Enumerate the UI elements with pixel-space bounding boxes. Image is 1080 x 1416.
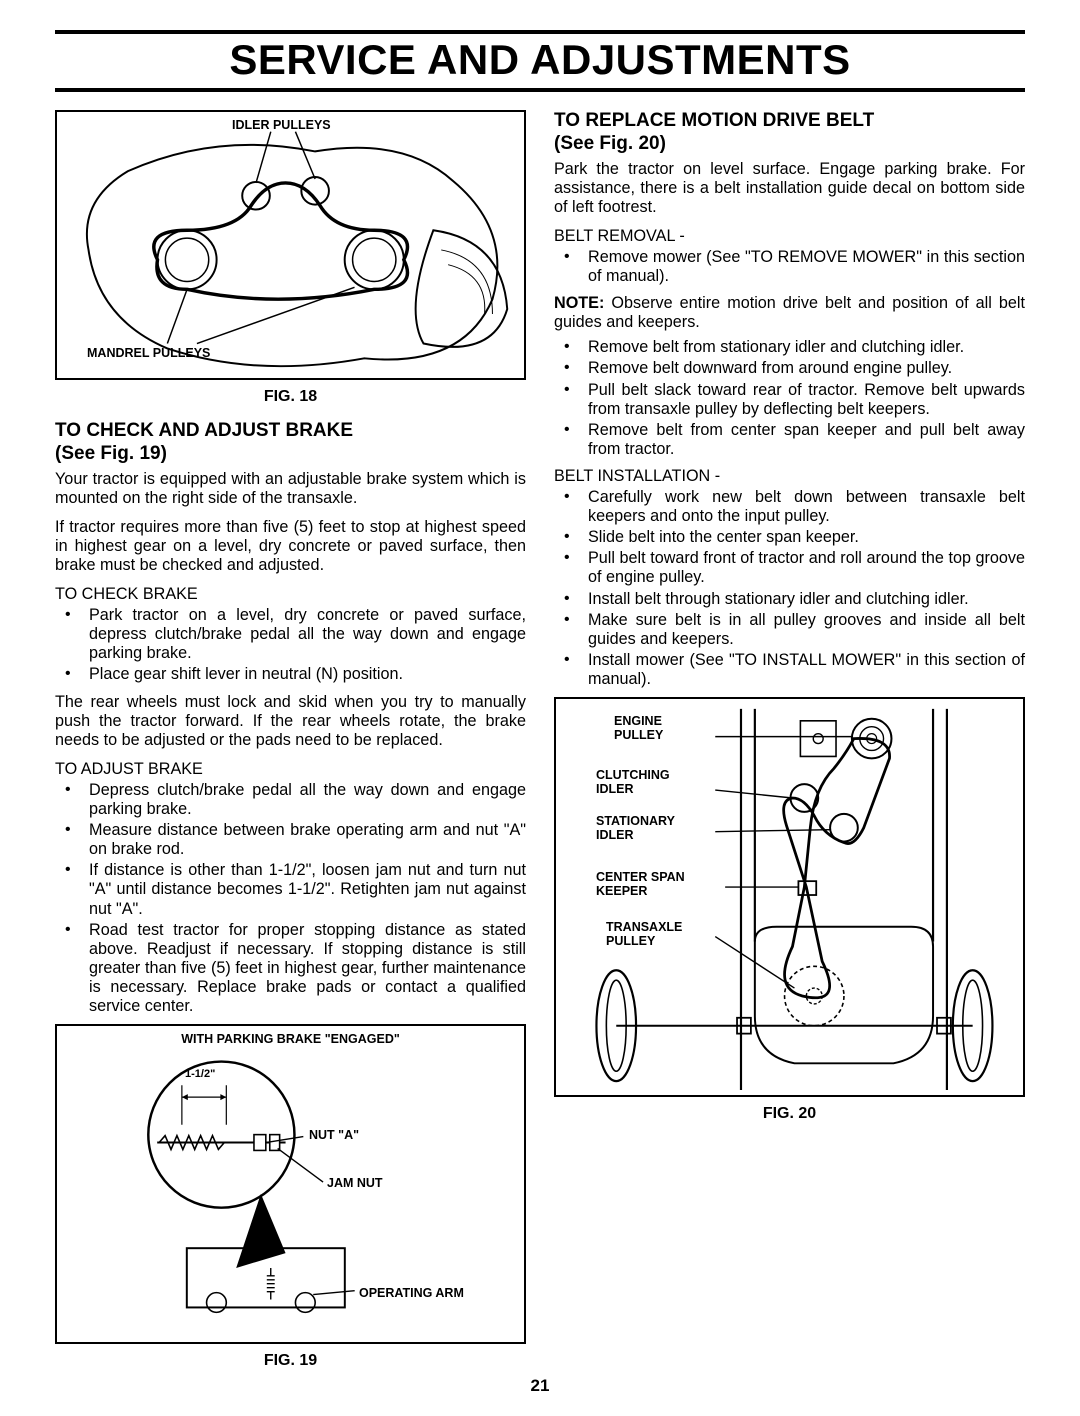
adjust-brake-list: Depress clutch/brake pedal all the way d… xyxy=(55,781,526,1016)
belt-removal-subhead: BELT REMOVAL - xyxy=(554,227,1025,246)
figure-19: WITH PARKING BRAKE "ENGAGED" 1-1/2" NUT … xyxy=(55,1024,526,1344)
brake-p3: The rear wheels must lock and skid when … xyxy=(55,693,526,750)
list-item: Carefully work new belt down between tra… xyxy=(554,488,1025,526)
figure-18: IDLER PULLEYS MANDREL PULLEYS xyxy=(55,110,526,380)
adjust-brake-subhead: TO ADJUST BRAKE xyxy=(55,760,526,779)
fig19-caption: FIG. 19 xyxy=(55,1352,526,1370)
belt-removal-list1: Remove mower (See "TO REMOVE MOWER" in t… xyxy=(554,248,1025,286)
belt-heading-line2: See Fig. 20) xyxy=(560,133,666,154)
page-title: SERVICE AND ADJUSTMENTS xyxy=(55,36,1025,88)
list-item: Road test tractor for proper stopping di… xyxy=(55,921,526,1017)
fig18-caption: FIG. 18 xyxy=(55,388,526,406)
brake-p1: Your tractor is equipped with an adjusta… xyxy=(55,470,526,508)
fig19-nut-a: NUT "A" xyxy=(309,1128,359,1142)
belt-install-list: Carefully work new belt down between tra… xyxy=(554,488,1025,689)
belt-heading-line1: TO REPLACE MOTION DRIVE BELT xyxy=(554,110,874,131)
fig18-idler-label: IDLER PULLEYS xyxy=(232,118,331,132)
check-brake-list: Park tractor on a level, dry concrete or… xyxy=(55,606,526,684)
fig18-svg xyxy=(57,112,524,378)
list-item: Remove belt from center span keeper and … xyxy=(554,421,1025,459)
note-label: NOTE: xyxy=(554,294,604,312)
page-number: 21 xyxy=(55,1376,1025,1396)
title-rule xyxy=(55,88,1025,92)
list-item: Remove belt from stationary idler and cl… xyxy=(554,338,1025,357)
fig20-center-span: CENTER SPAN KEEPER xyxy=(596,871,685,899)
fig20-stationary-idler: STATIONARY IDLER xyxy=(596,815,675,843)
fig19-header: WITH PARKING BRAKE "ENGAGED" xyxy=(57,1032,524,1046)
top-rule xyxy=(55,30,1025,34)
list-item: Pull belt slack toward rear of tractor. … xyxy=(554,381,1025,419)
belt-install-subhead: BELT INSTALLATION - xyxy=(554,467,1025,486)
list-item: If distance is other than 1-1/2", loosen… xyxy=(55,861,526,918)
fig19-dim: 1-1/2" xyxy=(185,1068,215,1080)
list-item: Measure distance between brake operating… xyxy=(55,821,526,859)
list-item: Place gear shift lever in neutral (N) po… xyxy=(55,665,526,684)
brake-p2: If tractor requires more than five (5) f… xyxy=(55,518,526,575)
list-item: Pull belt toward front of tractor and ro… xyxy=(554,549,1025,587)
brake-heading: TO CHECK AND ADJUST BRAKE (See Fig. 19) xyxy=(55,420,526,466)
fig19-op-arm: OPERATING ARM xyxy=(359,1286,464,1300)
list-item: Depress clutch/brake pedal all the way d… xyxy=(55,781,526,819)
note-text: Observe entire motion drive belt and pos… xyxy=(554,294,1025,331)
list-item: Install mower (See "TO INSTALL MOWER" in… xyxy=(554,651,1025,689)
belt-heading: TO REPLACE MOTION DRIVE BELT (See Fig. 2… xyxy=(554,110,1025,156)
fig19-jam-nut: JAM NUT xyxy=(327,1176,383,1190)
fig20-clutching-idler: CLUTCHING IDLER xyxy=(596,769,670,797)
fig20-transaxle-pulley: TRANSAXLE PULLEY xyxy=(606,921,682,949)
brake-heading-line1: TO CHECK AND ADJUST BRAKE xyxy=(55,420,353,441)
belt-removal-list2: Remove belt from stationary idler and cl… xyxy=(554,338,1025,459)
figure-20: ENGINE PULLEY CLUTCHING IDLER STATIONARY… xyxy=(554,697,1025,1097)
list-item: Make sure belt is in all pulley grooves … xyxy=(554,611,1025,649)
two-column-layout: IDLER PULLEYS MANDREL PULLEYS FIG. 18 TO… xyxy=(55,110,1025,1370)
fig20-caption: FIG. 20 xyxy=(554,1105,1025,1123)
right-column: TO REPLACE MOTION DRIVE BELT (See Fig. 2… xyxy=(554,110,1025,1370)
list-item: Park tractor on a level, dry concrete or… xyxy=(55,606,526,663)
belt-p1: Park the tractor on level surface. Engag… xyxy=(554,160,1025,217)
fig20-engine-pulley: ENGINE PULLEY xyxy=(614,715,663,743)
list-item: Remove mower (See "TO REMOVE MOWER" in t… xyxy=(554,248,1025,286)
fig18-mandrel-label: MANDREL PULLEYS xyxy=(87,346,210,360)
list-item: Slide belt into the center span keeper. xyxy=(554,528,1025,547)
list-item: Install belt through stationary idler an… xyxy=(554,590,1025,609)
brake-heading-line2: See Fig. 19) xyxy=(61,443,167,464)
list-item: Remove belt downward from around engine … xyxy=(554,359,1025,378)
belt-note: NOTE: Observe entire motion drive belt a… xyxy=(554,294,1025,332)
left-column: IDLER PULLEYS MANDREL PULLEYS FIG. 18 TO… xyxy=(55,110,526,1370)
check-brake-subhead: TO CHECK BRAKE xyxy=(55,585,526,604)
